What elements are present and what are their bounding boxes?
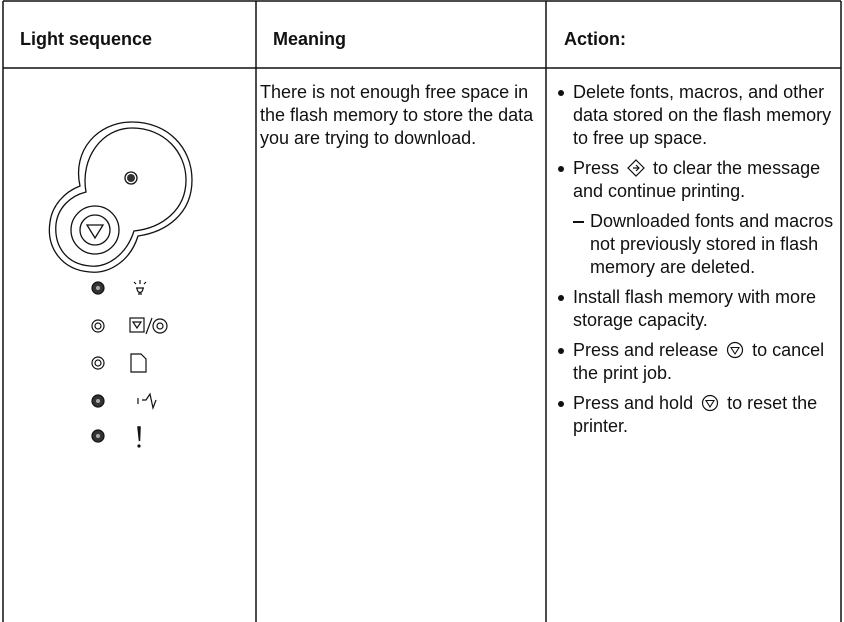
action-list: Delete fonts, macros, and other data sto… (556, 81, 838, 445)
action-text: to cancel the print job. (573, 340, 825, 383)
ready-light (127, 174, 135, 182)
sub-item: Downloaded fonts and macros not previous… (573, 210, 838, 279)
stop-button-icon (701, 394, 719, 412)
go-button-icon (627, 159, 645, 177)
action-item: Install flash memory with more storage c… (556, 286, 838, 332)
action-item: Press to clear the message and continue p… (556, 157, 838, 279)
action-item: Press and release to cancel the print job… (556, 339, 838, 385)
action-text: Install flash memory with more storage c… (573, 287, 817, 330)
header-cell: Meaning (273, 29, 347, 49)
action-text: Press and hold (573, 393, 694, 413)
action-text: Delete fonts, macros, and other data sto… (573, 82, 832, 148)
status-lights (91, 281, 105, 443)
action-text: Press and release (573, 340, 719, 360)
action-item: Press and hold to reset the printer. (556, 392, 838, 438)
stop-button-icon (726, 341, 744, 359)
header-cell: Light sequence (20, 29, 153, 49)
meaning-text: There is not enough free space in the fl… (260, 82, 534, 148)
action-item: Delete fonts, macros, and other data sto… (556, 81, 838, 150)
header-cell: Action: (564, 29, 626, 49)
status-icons (129, 280, 168, 411)
action-text: Press (573, 158, 620, 178)
panel-icon (48, 121, 193, 273)
sub-text: Downloaded fonts and macros not previous… (590, 211, 834, 277)
action-text: to reset the printer. (573, 393, 818, 436)
action-text: to clear the message and continue printi… (573, 158, 821, 201)
